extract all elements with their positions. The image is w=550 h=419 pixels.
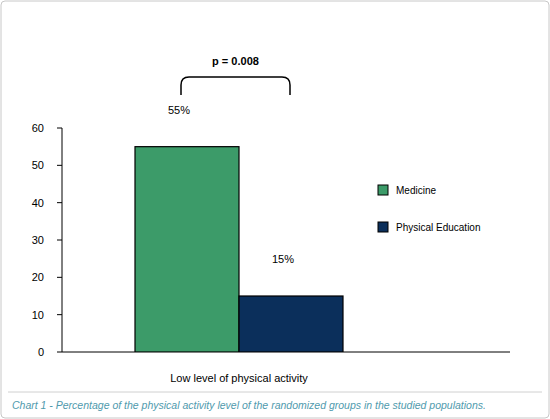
y-tick-label: 20 (32, 271, 44, 283)
y-tick-label: 30 (32, 234, 44, 246)
y-tick-label: 0 (38, 346, 44, 358)
y-tick (57, 202, 62, 203)
annotation: p = 0.008 (212, 55, 259, 67)
y-tick (57, 165, 62, 166)
legend-swatch (378, 222, 388, 232)
significance-bracket (181, 77, 290, 95)
legend-label: Physical Education (396, 222, 481, 233)
bar (135, 147, 239, 352)
chart: 0 10 20 30 40 50 60 Low level of physical activ… (0, 0, 550, 419)
legend: Medicine Physical Education (368, 172, 540, 248)
plot-area (135, 147, 343, 352)
y-tick (57, 277, 62, 278)
legend-swatch (378, 185, 388, 195)
y-tick (57, 240, 62, 241)
data-label: 15% (272, 253, 294, 265)
y-tick-label: 60 (32, 122, 44, 134)
y-tick (57, 352, 62, 353)
legend-box (368, 172, 540, 248)
caption-rule (8, 392, 542, 393)
bar (239, 296, 343, 352)
y-tick (57, 128, 62, 129)
y-tick-label: 50 (32, 159, 44, 171)
y-tick-label: 10 (32, 309, 44, 321)
x-tick-label: Low level of physical activity (170, 372, 308, 384)
y-tick-label: 40 (32, 197, 44, 209)
frame (1, 1, 549, 418)
data-label: 55% (168, 104, 190, 116)
title: Chart 1 - Percentage of the physical act… (12, 399, 486, 411)
y-tick (57, 314, 62, 315)
legend-label: Medicine (396, 185, 436, 196)
